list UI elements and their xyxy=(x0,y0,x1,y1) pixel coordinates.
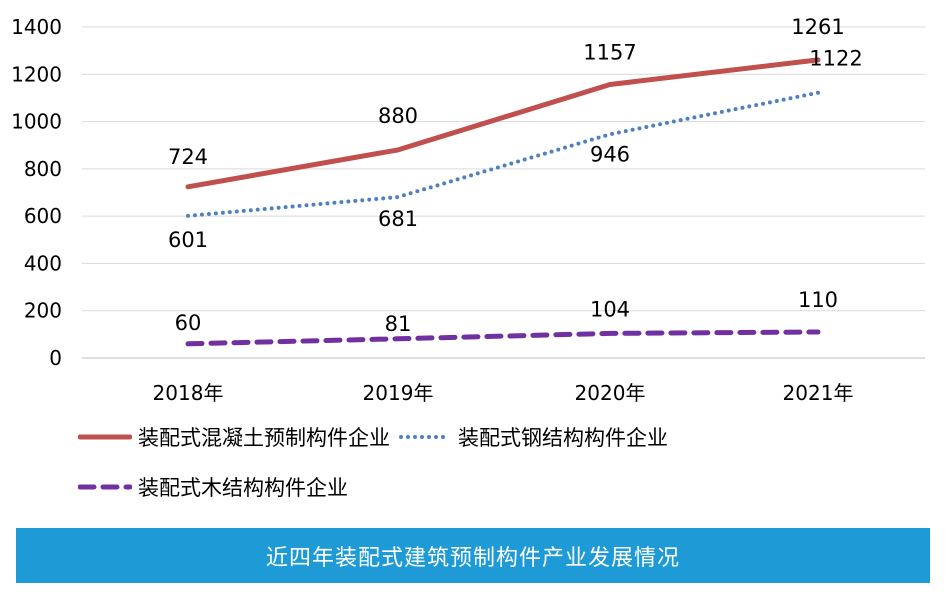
data-label-wood-0: 60 xyxy=(175,311,202,335)
data-label-concrete-3: 1261 xyxy=(791,15,844,39)
data-label-wood-3: 110 xyxy=(798,288,838,312)
y-tick-label-200: 200 xyxy=(24,299,62,323)
x-tick-label-1: 2019年 xyxy=(363,381,434,405)
series-line-steel xyxy=(186,90,820,218)
data-label-concrete-0: 724 xyxy=(168,145,208,169)
series-lines xyxy=(185,57,821,347)
y-tick-label-1200: 1200 xyxy=(11,62,62,86)
legend-swatch-concrete xyxy=(78,430,132,444)
y-tick-label-800: 800 xyxy=(24,157,62,181)
data-label-steel-1: 681 xyxy=(378,207,418,231)
legend-swatch-steel xyxy=(398,430,452,444)
y-tick-label-1000: 1000 xyxy=(11,110,62,134)
y-tick-label-400: 400 xyxy=(24,251,62,275)
legend-item-steel: 装配式钢结构构件企业 xyxy=(398,422,668,452)
x-axis: 2018年 2019年 2020年 2021年 xyxy=(153,381,854,405)
line-chart: 0 200 400 600 800 1000 1200 1400 2018年 2019年 2020… xyxy=(11,15,925,405)
legend-label-concrete: 装配式混凝土预制构件企业 xyxy=(138,426,390,450)
data-label-concrete-2: 1157 xyxy=(583,40,636,64)
y-axis: 0 200 400 600 800 1000 1200 1400 xyxy=(11,15,62,370)
series-line-wood xyxy=(185,329,821,347)
legend-swatch-wood xyxy=(78,480,132,494)
data-label-wood-2: 104 xyxy=(590,297,630,321)
x-tick-label-2: 2020年 xyxy=(575,381,646,405)
x-tick-label-0: 2018年 xyxy=(153,381,224,405)
gridlines xyxy=(82,26,925,359)
chart-title-banner: 近四年装配式建筑预制构件产业发展情况 xyxy=(16,528,930,583)
data-label-steel-3: 1122 xyxy=(809,47,862,71)
legend-label-wood: 装配式木结构构件企业 xyxy=(138,476,348,500)
y-tick-label-0: 0 xyxy=(49,346,62,370)
y-tick-label-600: 600 xyxy=(24,204,62,228)
legend-row-2: 装配式木结构构件企业 xyxy=(78,472,356,502)
legend-label-steel: 装配式钢结构构件企业 xyxy=(458,426,668,450)
y-tick-label-1400: 1400 xyxy=(11,15,62,39)
legend-item-wood: 装配式木结构构件企业 xyxy=(78,472,348,502)
data-label-steel-0: 601 xyxy=(168,228,208,252)
x-tick-label-3: 2021年 xyxy=(783,381,854,405)
legend-item-concrete: 装配式混凝土预制构件企业 xyxy=(78,422,390,452)
data-label-steel-2: 946 xyxy=(590,142,630,166)
data-label-wood-1: 81 xyxy=(385,312,412,336)
data-labels: 724 880 1157 1261 601 681 946 1122 60 81 104 110 xyxy=(168,15,863,336)
data-label-concrete-1: 880 xyxy=(378,104,418,128)
series-line-concrete xyxy=(185,57,821,190)
legend-row-1: 装配式混凝土预制构件企业 装配式钢结构构件企业 xyxy=(78,422,676,452)
